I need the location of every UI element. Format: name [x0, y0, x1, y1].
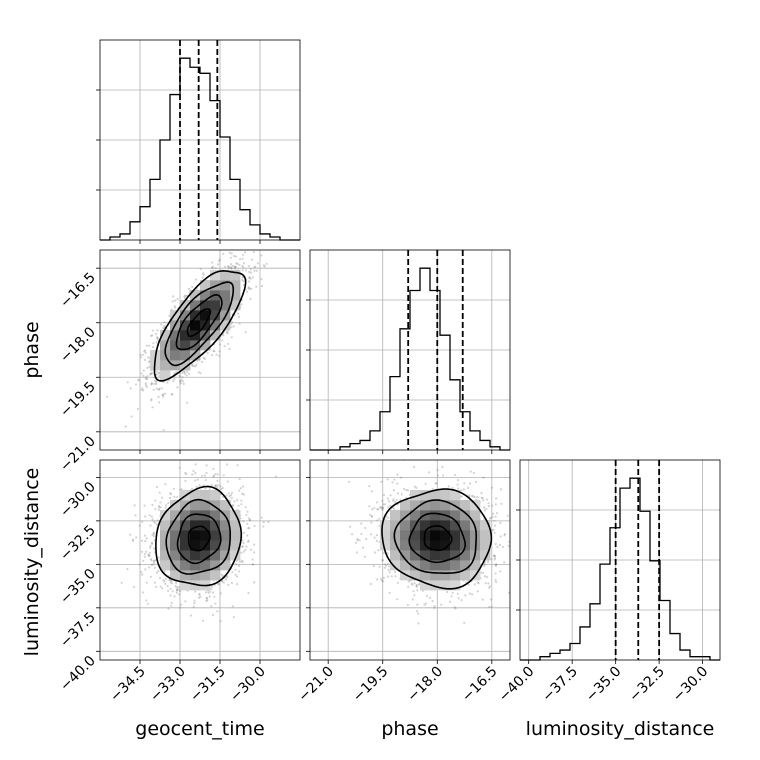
scatter-luminosity-distance-vs-geocent-time-contour-1: [176, 513, 222, 565]
hist-phase-step: [310, 267, 510, 451]
hist-geocent-time-bin-13: [230, 179, 240, 240]
hist-luminosity-distance-xticklabel-2: −35.0: [583, 664, 625, 706]
scatter-luminosity-distance-vs-phase-xticklabel-0: −21.0: [295, 664, 337, 706]
hist-luminosity-distance-frame: [519, 459, 721, 661]
hist-luminosity-distance-step: [520, 477, 720, 661]
scatter-luminosity-distance-vs-geocent-time-xticklabel-2: −31.5: [187, 664, 229, 706]
scatter-luminosity-distance-vs-phase-contour-1: [408, 512, 467, 564]
scatter-luminosity-distance-vs-phase-xticklabel-3: −16.5: [459, 664, 501, 706]
hist-phase-bin-4: [350, 444, 360, 450]
hist-luminosity-distance-bin-12: [640, 511, 650, 660]
hist-luminosity-distance-bin-15: [670, 634, 680, 660]
scatter-phase-vs-geocent-time-yticklabel-3: −16.5: [57, 270, 99, 312]
panel-hist-luminosity-distance: −40.0 −37.5 −35.0 −32.5 −30.0: [496, 459, 721, 706]
hist-luminosity-distance-xticklabel-1: −37.5: [539, 664, 581, 706]
hist-luminosity-distance-bin-16: [680, 650, 690, 660]
xlabel-luminosity-distance: luminosity_distance: [526, 718, 715, 740]
hist-luminosity-distance-xticklabel-4: −30.0: [670, 664, 712, 706]
hist-luminosity-distance-bin-5: [570, 643, 580, 660]
hist-geocent-time-bin-16: [260, 234, 270, 240]
scatter-luminosity-distance-vs-geocent-time-yticklabel-4: −30.0: [57, 479, 99, 521]
scatter-phase-vs-geocent-time-content: [106, 250, 273, 432]
scatter-luminosity-distance-vs-geocent-time-xticklabel-3: −30.0: [227, 664, 269, 706]
hist-luminosity-distance-bin-14: [660, 600, 670, 660]
scatter-luminosity-distance-vs-phase-frame: [309, 459, 511, 661]
ylabel-phase: phase: [21, 321, 43, 378]
scatter-luminosity-distance-vs-phase-xticklabel-1: −19.5: [350, 664, 392, 706]
scatter-phase-vs-geocent-time-contour-2: [164, 281, 235, 367]
scatter-luminosity-distance-vs-phase-density: [380, 490, 491, 591]
scatter-luminosity-distance-vs-geocent-time-contour-3: [155, 485, 243, 587]
hist-luminosity-distance-bin-6: [580, 627, 590, 660]
hist-phase-bin-12: [430, 291, 440, 450]
hist-luminosity-distance-bin-3: [550, 653, 560, 660]
hist-geocent-time-frame: [99, 39, 301, 241]
hist-luminosity-distance-xticklabel-3: −32.5: [626, 664, 668, 706]
panel-hist-geocent-time: [96, 39, 301, 244]
hist-luminosity-distance-bin-4: [560, 650, 570, 660]
hist-phase-bin-10: [410, 291, 420, 450]
hist-geocent-time-bin-7: [170, 95, 180, 240]
hist-geocent-time-bin-10: [200, 73, 210, 240]
hist-geocent-time-bin-4: [140, 207, 150, 240]
ylabel-luminosity-distance: luminosity_distance: [21, 468, 43, 657]
scatter-luminosity-distance-vs-geocent-time-yticklabel-1: −37.5: [57, 609, 99, 651]
hist-geocent-time-bin-12: [220, 137, 230, 240]
panel-scatter-luminosity-distance-vs-geocent-time: −34.5−33.0−31.5−30.0−40.0−37.5−35.0−32.5…: [57, 459, 301, 706]
hist-luminosity-distance-bin-7: [590, 604, 600, 660]
scatter-phase-vs-geocent-time-contour-0: [186, 308, 212, 338]
hist-geocent-time-step: [100, 57, 300, 241]
hist-luminosity-distance-xticklabel-0: −40.0: [496, 664, 538, 706]
hist-luminosity-distance-bin-10: [620, 488, 630, 660]
hist-phase-bin-15: [460, 412, 470, 450]
hist-phase-bin-11: [420, 268, 430, 450]
scatter-phase-vs-geocent-time-grid: [100, 250, 300, 450]
hist-phase-bin-7: [380, 412, 390, 450]
xlabel-phase: phase: [381, 718, 438, 740]
panel-scatter-luminosity-distance-vs-phase: −21.0 −19.5 −18.0 −16.5: [295, 459, 511, 706]
scatter-phase-vs-geocent-time-contour-1: [175, 293, 223, 351]
scatter-luminosity-distance-vs-geocent-time-xticklabel-1: −33.0: [147, 664, 189, 706]
scatter-luminosity-distance-vs-geocent-time-yticklabel-2: −35.0: [57, 566, 99, 608]
scatter-luminosity-distance-vs-geocent-time-yticklabel-3: −32.5: [57, 522, 99, 564]
panel-scatter-phase-vs-geocent-time: −21.0 −19.5 −18.0 −16.5: [57, 249, 301, 475]
hist-luminosity-distance-bin-8: [600, 564, 610, 660]
scatter-luminosity-distance-vs-geocent-time-frame: [99, 459, 301, 661]
scatter-luminosity-distance-vs-phase-xticklabel-2: −18.0: [404, 664, 446, 706]
hist-geocent-time-bin-15: [250, 225, 260, 240]
scatter-phase-vs-geocent-time-yticklabel-1: −19.5: [57, 379, 99, 421]
hist-geocent-time-bin-5: [150, 179, 160, 240]
scatter-luminosity-distance-vs-phase-contour-2: [393, 499, 477, 574]
scatter-luminosity-distance-vs-geocent-time-yticklabel-0: −40.0: [57, 653, 99, 695]
scatter-luminosity-distance-vs-geocent-time-contour-2: [165, 498, 231, 575]
hist-geocent-time-bin-8: [180, 58, 190, 240]
hist-geocent-time-bin-11: [210, 101, 220, 240]
hist-phase-bin-13: [440, 335, 450, 450]
hist-geocent-time-bin-3: [130, 222, 140, 240]
hist-phase-bin-6: [370, 431, 380, 450]
hist-phase-bin-16: [470, 431, 480, 450]
hist-phase-bin-14: [450, 380, 460, 450]
hist-phase-bin-17: [480, 440, 490, 450]
hist-geocent-time-bin-14: [240, 210, 250, 240]
scatter-luminosity-distance-vs-geocent-time-xticklabel-0: −34.5: [107, 664, 149, 706]
scatter-luminosity-distance-vs-phase-contour-3: [381, 488, 493, 590]
scatter-luminosity-distance-vs-geocent-time-contour-0: [187, 525, 211, 552]
hist-phase-frame: [309, 249, 511, 451]
hist-phase-bin-8: [390, 377, 400, 450]
hist-geocent-time-bin-2: [120, 234, 130, 240]
xlabel-geocent-time: geocent_time: [135, 718, 264, 740]
hist-phase-bin-5: [360, 440, 370, 450]
scatter-luminosity-distance-vs-phase-content: [348, 460, 510, 625]
panel-hist-phase: [306, 249, 511, 454]
scatter-phase-vs-geocent-time-frame: [99, 249, 301, 451]
scatter-luminosity-distance-vs-geocent-time-content: [120, 463, 277, 623]
scatter-phase-vs-geocent-time-contour-3: [153, 269, 247, 382]
scatter-phase-vs-geocent-time-yticklabel-0: −21.0: [57, 433, 99, 475]
scatter-luminosity-distance-vs-phase-contour-0: [423, 525, 453, 552]
scatter-phase-vs-geocent-time-yticklabel-2: −18.0: [57, 324, 99, 366]
